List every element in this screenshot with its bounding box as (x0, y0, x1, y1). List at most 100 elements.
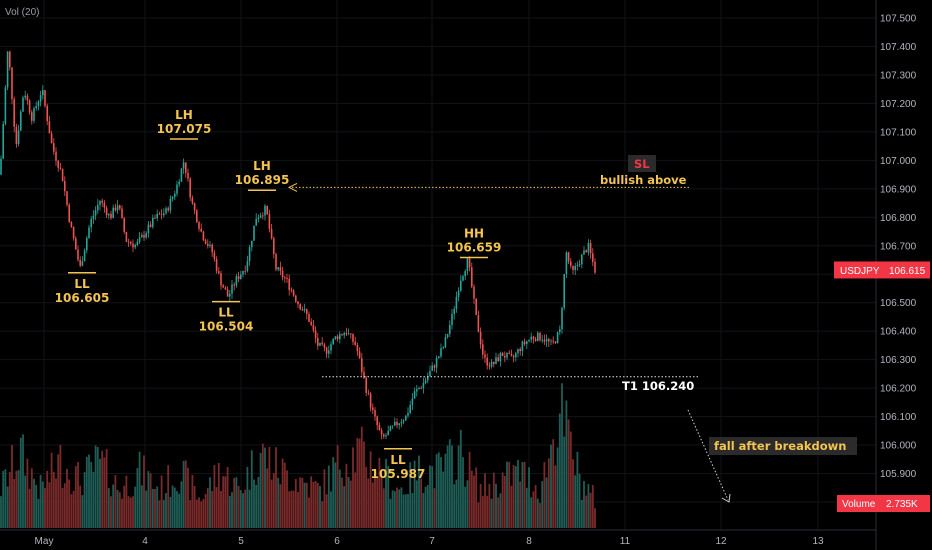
volume-bar (92, 471, 95, 528)
candle-body (578, 264, 581, 266)
volume-bar (578, 473, 581, 528)
candle-body (409, 404, 411, 413)
candle-body (367, 392, 370, 394)
volume-bar (30, 468, 33, 528)
volume-bar (301, 477, 304, 528)
sl-note: SL bullish above (600, 155, 687, 187)
candle-body (189, 178, 191, 198)
candle-body (334, 336, 337, 339)
volume-bar (275, 447, 277, 528)
volume-bar (140, 485, 143, 528)
volume-bar (543, 461, 546, 528)
volume-bar (310, 476, 313, 528)
volume-bar (204, 494, 207, 528)
candle-body (154, 217, 156, 219)
candle-body (563, 273, 565, 308)
volume-bar (415, 480, 418, 528)
annotation-labels: LH107.075LH106.895HH106.659LL106.605LL10… (55, 108, 502, 481)
volume-bar (255, 484, 258, 528)
candle-body (174, 193, 176, 197)
candle-body (479, 331, 482, 345)
candle-body (490, 361, 493, 367)
candle-body (68, 204, 70, 222)
volume-bar (475, 467, 478, 528)
volume-bar (525, 487, 528, 528)
volume-bar (387, 466, 390, 528)
volume-bar (321, 501, 324, 528)
volume-bar (367, 478, 370, 528)
volume-bar (118, 492, 121, 528)
candle-body (88, 227, 90, 239)
candle-body (431, 365, 433, 371)
candle-body (314, 330, 317, 338)
volume-bar (244, 489, 247, 528)
candle-body (266, 205, 268, 215)
volume-bar (343, 486, 346, 528)
swing-value: 105.987 (371, 467, 426, 481)
candle-body (31, 112, 33, 121)
volume-bar (462, 457, 464, 528)
volume-bar (125, 475, 128, 528)
candle-body (125, 231, 128, 242)
volume-bar (99, 458, 101, 528)
volume-bar (149, 473, 152, 528)
candle-body (297, 301, 299, 305)
volume-bar (303, 482, 306, 528)
candle-body (548, 339, 550, 342)
candle-body (50, 133, 53, 144)
candle-body (383, 434, 385, 437)
volume-bar (512, 465, 515, 528)
candle-body (242, 270, 244, 275)
candle-body (37, 101, 40, 107)
candle-body (389, 426, 392, 431)
volume-bar (464, 486, 467, 528)
candle-body (391, 425, 394, 427)
volume-bar (193, 485, 196, 528)
candle-body (512, 355, 515, 358)
volume-bar (323, 469, 326, 528)
candle-body (48, 121, 51, 134)
volume-bar (35, 484, 38, 528)
volume-bar (224, 476, 227, 528)
volume-bar (365, 466, 368, 528)
volume-bar (70, 494, 73, 528)
candle-body (20, 111, 22, 131)
volume-bar (574, 475, 577, 528)
volume-bar (222, 476, 225, 528)
candle-body (277, 267, 279, 270)
volume-bar (13, 478, 16, 528)
candle-body (255, 218, 257, 226)
price-badge-value: 106.615 (889, 266, 926, 277)
volume-bar (242, 493, 244, 528)
candle-body (213, 252, 216, 260)
time-tick-label: 7 (429, 536, 435, 547)
candle-body (145, 233, 147, 238)
candle-body (387, 430, 389, 436)
candle-body (363, 372, 365, 379)
volume-bar (391, 490, 394, 528)
volume-bar (253, 479, 255, 528)
indicator-title: Vol (20) (5, 7, 39, 18)
volume-bar (424, 486, 427, 528)
candle-body (372, 407, 374, 410)
volume-bar (171, 485, 174, 528)
candle-body (519, 349, 521, 352)
volume-bar (354, 472, 357, 528)
volume-bar (536, 498, 539, 528)
candle-body (543, 339, 546, 342)
volume-bar (215, 487, 218, 528)
volume-bar (479, 483, 482, 528)
candle-body (257, 217, 260, 219)
candle-body (209, 244, 211, 246)
volume-bar (545, 477, 548, 528)
time-tick-label: May (35, 536, 54, 547)
candle-body (594, 261, 596, 273)
volume-bar (110, 496, 112, 528)
volume-bar (585, 495, 588, 528)
volume-bar (330, 491, 332, 528)
swing-value: 107.075 (157, 122, 212, 136)
candle-body (15, 126, 18, 144)
candle-body (572, 265, 574, 270)
candle-body (570, 261, 572, 266)
